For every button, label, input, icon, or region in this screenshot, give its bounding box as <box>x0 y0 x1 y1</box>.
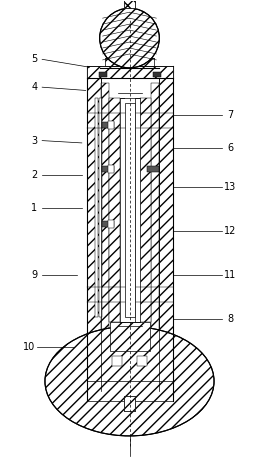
Text: 10: 10 <box>23 342 35 352</box>
Bar <box>101 83 109 391</box>
Bar <box>125 98 135 321</box>
Bar <box>120 98 125 321</box>
Bar <box>124 396 135 411</box>
Text: 12: 12 <box>224 226 236 236</box>
Bar <box>108 120 114 128</box>
Text: 4: 4 <box>31 82 37 92</box>
Bar <box>140 98 151 321</box>
Bar <box>99 72 107 77</box>
Bar <box>108 165 114 173</box>
Text: 6: 6 <box>227 142 233 153</box>
Text: 3: 3 <box>31 135 37 146</box>
Text: 2: 2 <box>31 170 37 180</box>
Bar <box>87 78 101 401</box>
Bar <box>99 98 102 317</box>
Bar <box>102 121 114 127</box>
Text: 11: 11 <box>224 270 236 280</box>
Bar <box>151 83 159 391</box>
Bar <box>125 103 135 317</box>
Bar <box>102 166 114 172</box>
Bar <box>115 48 144 58</box>
Bar <box>87 66 173 78</box>
Bar <box>95 98 98 317</box>
Ellipse shape <box>45 326 214 436</box>
Bar <box>102 221 114 227</box>
Bar <box>110 321 150 351</box>
Bar <box>105 58 154 66</box>
Bar <box>108 220 114 228</box>
Bar <box>87 381 173 401</box>
Text: 7: 7 <box>227 110 233 120</box>
Bar <box>147 166 159 172</box>
Bar <box>135 98 140 321</box>
Text: 5: 5 <box>31 54 37 64</box>
Ellipse shape <box>100 8 159 68</box>
Text: 9: 9 <box>31 270 37 280</box>
Bar <box>159 78 173 401</box>
Text: 1: 1 <box>31 203 37 213</box>
Bar <box>124 0 135 8</box>
Bar <box>112 356 121 366</box>
Text: 13: 13 <box>224 182 236 192</box>
Bar <box>138 356 147 366</box>
Bar <box>124 396 135 411</box>
Text: 8: 8 <box>227 314 233 325</box>
Bar <box>124 0 135 8</box>
Bar <box>153 72 161 77</box>
Bar <box>109 98 120 321</box>
